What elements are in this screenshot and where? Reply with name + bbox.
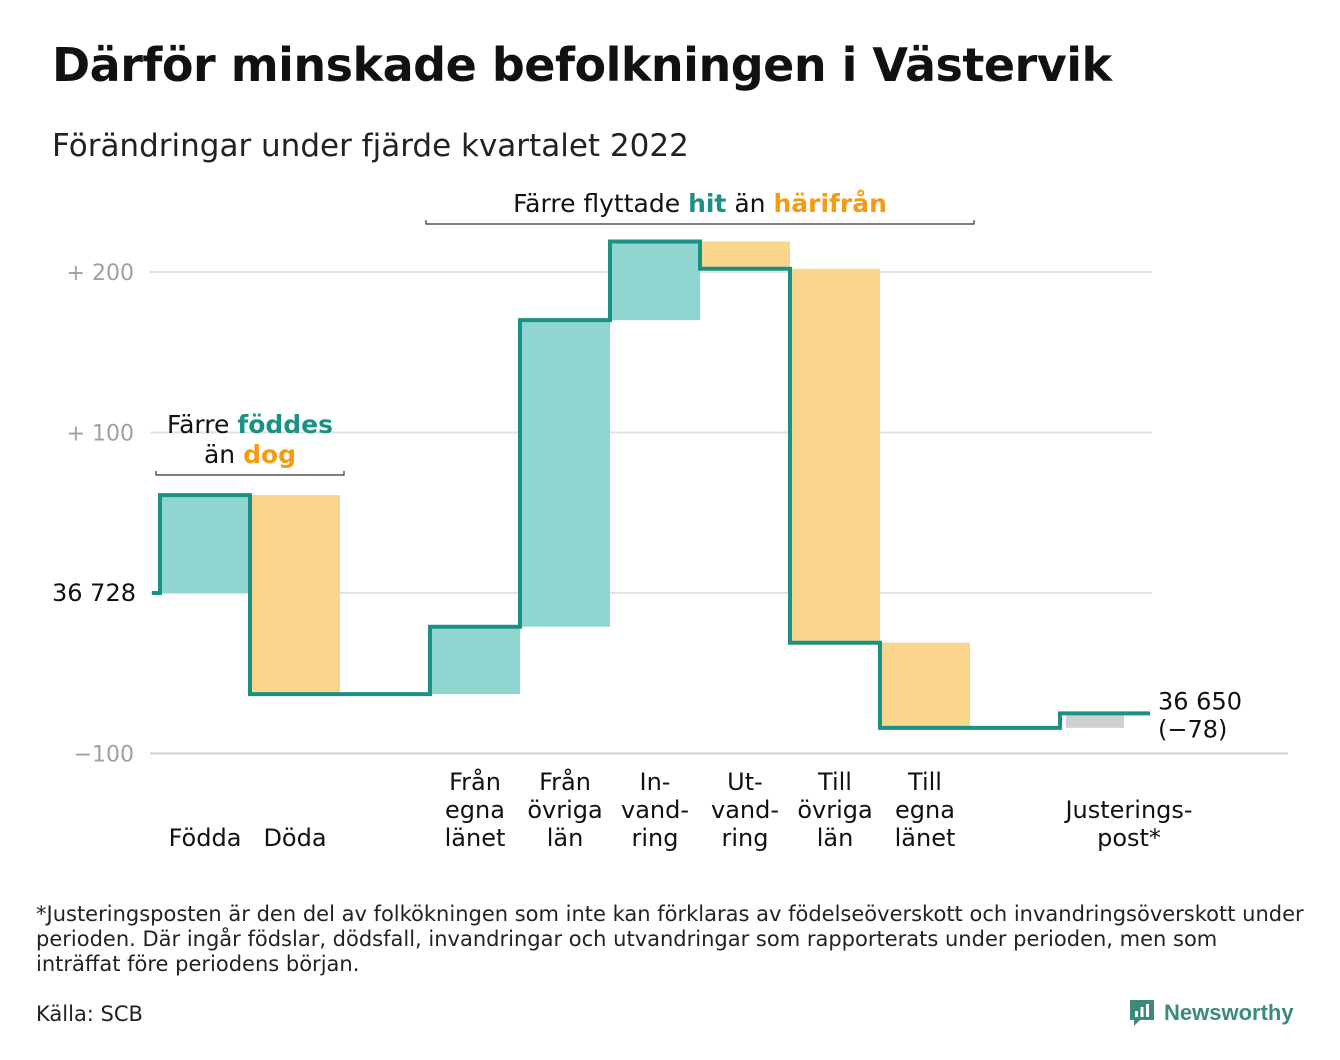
bar-in-4 bbox=[520, 320, 610, 627]
x-axis-label: Justerings- bbox=[1063, 796, 1192, 824]
x-axis-label: övriga bbox=[797, 796, 872, 824]
bar-in-0 bbox=[160, 495, 250, 593]
x-axis-label: egna bbox=[445, 796, 505, 824]
annotation-segment: föddes bbox=[237, 410, 333, 439]
annotation-segment: än bbox=[204, 440, 243, 469]
waterfall-chart: + 200+ 100−100 Födda DödaFrånegnalänetFrå… bbox=[52, 189, 1288, 852]
brand: Newsworthy bbox=[1128, 998, 1294, 1028]
annotation-text: än dog bbox=[204, 440, 296, 469]
x-axis-label: vand- bbox=[621, 796, 689, 824]
bar-out-8 bbox=[880, 642, 970, 728]
chart-subtitle: Förändringar under fjärde kvartalet 2022 bbox=[52, 128, 689, 164]
x-axis-label: Till bbox=[907, 768, 942, 796]
brand-name: Newsworthy bbox=[1164, 1000, 1294, 1025]
annotation-text: Färre flyttade hit än härifrån bbox=[513, 189, 887, 218]
x-axis-label: Födda bbox=[169, 824, 242, 852]
annotation-bracket bbox=[155, 471, 345, 476]
footnote: *Justeringsposten är den del av folkökni… bbox=[36, 902, 1304, 976]
cumulative-step-line bbox=[152, 239, 1150, 730]
x-axis-label: Från bbox=[539, 767, 591, 796]
bar-out-1 bbox=[250, 495, 340, 695]
line-layer bbox=[152, 239, 1150, 730]
bar-layer bbox=[160, 241, 1124, 728]
annotation-segment: än bbox=[726, 189, 773, 218]
annotation-text: Färre föddes bbox=[167, 410, 333, 439]
source-label: Källa: SCB bbox=[36, 1002, 143, 1026]
x-axis-label: ring bbox=[632, 824, 679, 852]
chart-title: Därför minskade befolkningen i Västervik bbox=[52, 38, 1112, 92]
x-axis-label: övriga bbox=[527, 796, 602, 824]
x-axis-label: Från bbox=[449, 767, 501, 796]
x-axis-label: Döda bbox=[263, 824, 326, 852]
label-layer: Födda DödaFrånegnalänetFrånövrigalänIn-va… bbox=[52, 189, 1242, 852]
bar-out-6 bbox=[700, 241, 790, 269]
bar-in-5 bbox=[610, 241, 700, 321]
x-axis-label: Ut- bbox=[727, 768, 763, 796]
grid-layer: + 200 + 100 −100 bbox=[67, 261, 1288, 768]
x-axis-label: post* bbox=[1097, 824, 1161, 852]
x-axis-label: Till bbox=[817, 768, 852, 796]
y-tick-label: + 100 bbox=[67, 422, 134, 447]
annotation-segment: härifrån bbox=[773, 189, 886, 218]
annotation-segment: dog bbox=[243, 440, 296, 469]
y-tick-label: + 200 bbox=[67, 261, 134, 286]
y-tick-label: −100 bbox=[74, 743, 134, 768]
annotation-bracket bbox=[425, 220, 975, 225]
x-axis-label: länet bbox=[895, 824, 956, 852]
x-axis-label: In- bbox=[640, 768, 671, 796]
x-axis-label: vand- bbox=[711, 796, 779, 824]
bar-out-7 bbox=[790, 268, 880, 643]
x-axis-label: egna bbox=[895, 796, 955, 824]
x-axis-label: län bbox=[817, 824, 854, 852]
x-axis-label: län bbox=[547, 824, 584, 852]
annotation-segment: Färre flyttade bbox=[513, 189, 688, 218]
start-value-label: 36 728 bbox=[52, 579, 136, 607]
newsworthy-logo-icon bbox=[1130, 1000, 1154, 1026]
x-axis-label: ring bbox=[722, 824, 769, 852]
x-axis-label: länet bbox=[445, 824, 506, 852]
annotation-segment: Färre bbox=[167, 410, 237, 439]
end-value-label: 36 650 bbox=[1158, 687, 1242, 715]
bar-in-3 bbox=[430, 626, 520, 695]
end-change-label: (−78) bbox=[1158, 715, 1227, 743]
annotation-segment: hit bbox=[688, 189, 726, 218]
bar-adj-10 bbox=[1066, 713, 1124, 728]
